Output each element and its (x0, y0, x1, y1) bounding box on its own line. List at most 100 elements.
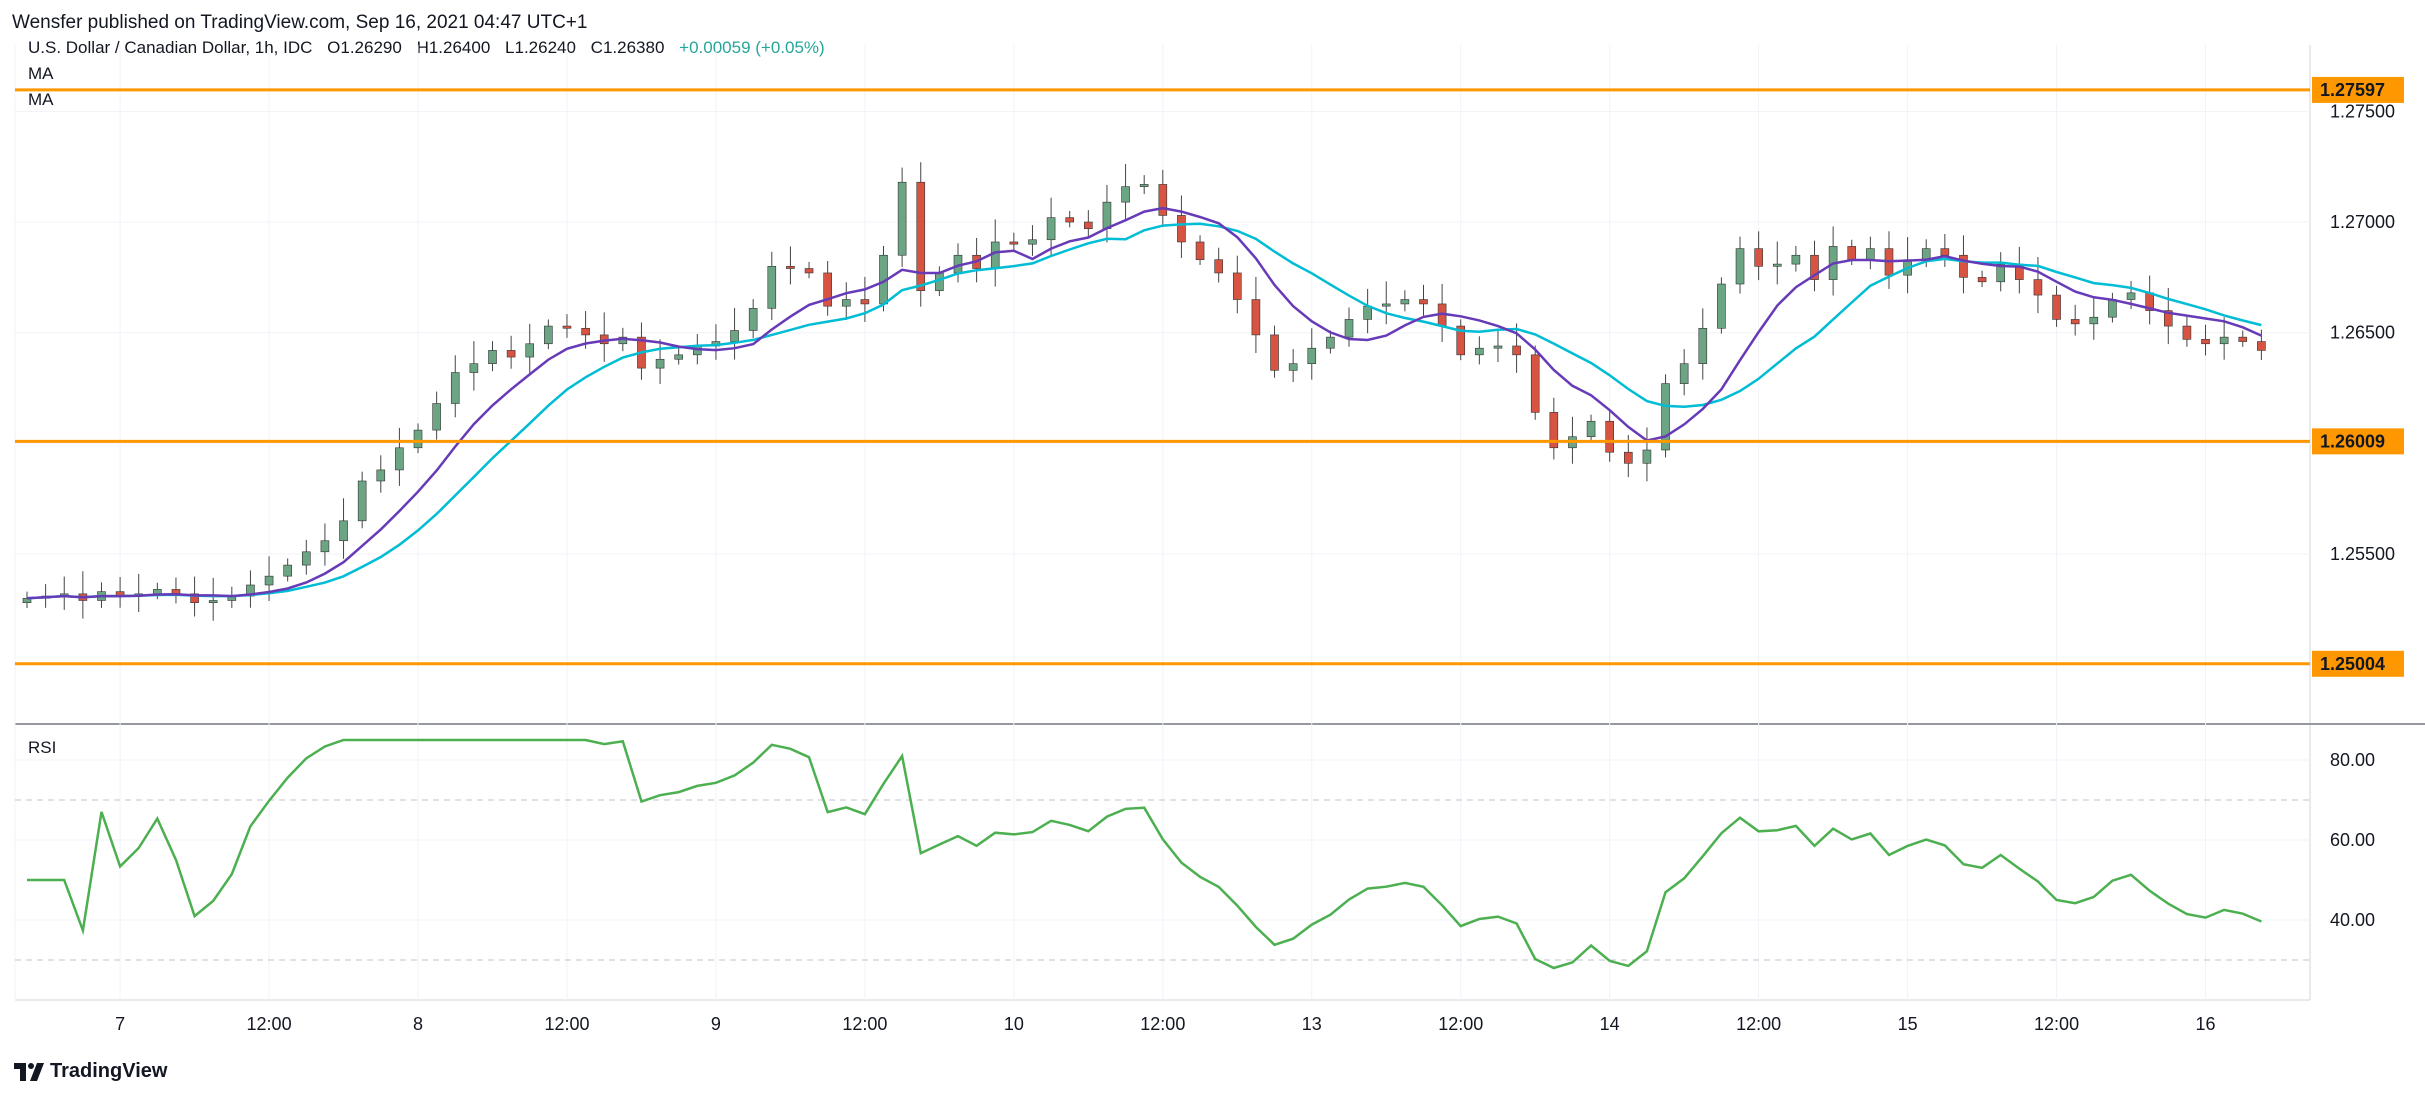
candle-body (1046, 217, 1056, 241)
candle-body (357, 480, 367, 522)
candle-body (1214, 259, 1223, 274)
candle-body (525, 343, 535, 358)
candle-body (990, 241, 1000, 269)
candle-body (376, 469, 386, 482)
candle-body (1456, 325, 1466, 356)
candle-body (544, 325, 553, 345)
level-label: 1.26009 (2320, 431, 2385, 451)
x-tick-label: 8 (413, 1014, 423, 1034)
candle-body (1791, 254, 1801, 265)
candle-body (1512, 345, 1521, 356)
candle-body (1288, 363, 1298, 371)
candle-body (1642, 449, 1652, 464)
x-tick-label: 12:00 (842, 1014, 887, 1034)
candle-body (786, 266, 795, 269)
rsi-tick-label: 80.00 (2330, 750, 2375, 770)
candle-body (488, 350, 497, 364)
candle-body (1959, 254, 1968, 278)
candle-body (1326, 336, 1335, 349)
candle-body (1251, 299, 1261, 336)
tradingview-brand: TradingView (50, 1060, 168, 1082)
candle-body (562, 325, 572, 329)
candle-body (2163, 310, 2173, 327)
candle-body (1475, 347, 1484, 356)
candle-body (1307, 347, 1317, 364)
candle-body (339, 520, 348, 542)
candle-body (2108, 299, 2117, 318)
candle-body (264, 575, 274, 586)
candle-body (1195, 241, 1205, 260)
candle-body (506, 350, 516, 358)
candle-body (1717, 283, 1726, 329)
candle-body (1232, 272, 1242, 300)
candle-body (190, 593, 199, 604)
x-tick-label: 12:00 (1140, 1014, 1185, 1034)
candle-body (1605, 420, 1614, 453)
x-tick-label: 16 (2196, 1014, 2216, 1034)
candle-body (1139, 184, 1149, 187)
tradingview-footer[interactable]: TradingView (14, 1060, 167, 1083)
candle-body (1698, 327, 1708, 364)
candle-body (1586, 420, 1596, 438)
x-tick-label: 7 (115, 1014, 125, 1034)
ohlc-high: H1.26400 (416, 38, 491, 57)
candle-body (1754, 248, 1763, 267)
candle-body (1400, 299, 1410, 305)
candle-body (2033, 279, 2043, 296)
level-label: 1.27597 (2320, 80, 2385, 100)
candle-body (730, 330, 739, 342)
candle-body (1940, 248, 1950, 256)
x-tick-label: 13 (1302, 1014, 1322, 1034)
ohlc-close: C1.26380 (590, 38, 665, 57)
x-tick-label: 12:00 (1438, 1014, 1483, 1034)
ma-legend-1[interactable]: MA (28, 64, 54, 83)
candle-body (1866, 248, 1875, 260)
candle-body (1009, 241, 1019, 245)
x-tick-label: 10 (1004, 1014, 1024, 1034)
candle-body (283, 564, 292, 577)
candle-body (1121, 186, 1130, 203)
candle-body (1177, 215, 1186, 243)
x-tick-label: 12:00 (544, 1014, 589, 1034)
level-label: 1.25004 (2320, 654, 2385, 674)
candle-body (432, 403, 441, 431)
x-tick-label: 12:00 (1736, 1014, 1781, 1034)
candle-body (1530, 354, 1540, 413)
rsi-line (27, 738, 2262, 970)
candle-body (1270, 334, 1279, 371)
candle-body (1028, 239, 1037, 245)
candle-body (897, 181, 907, 256)
candle-body (1810, 254, 1819, 280)
candle-body (1158, 184, 1168, 216)
candle-body (1977, 277, 1987, 283)
level-label-bg (2312, 428, 2404, 455)
candle-body (860, 299, 870, 305)
ma-slow-line (26, 222, 2262, 600)
candle-body (1772, 263, 1782, 267)
candle-body (581, 327, 590, 336)
candle-body (1679, 363, 1689, 384)
price-tick-label: 1.27000 (2330, 212, 2395, 232)
tradingview-logo-icon (14, 1062, 44, 1081)
rsi-tick-label: 60.00 (2330, 830, 2375, 850)
level-label-bg (2312, 76, 2404, 103)
candle-body (1065, 217, 1075, 223)
price-tick-label: 1.26500 (2330, 323, 2395, 343)
candle-body (450, 372, 460, 404)
price-tick-label: 1.25500 (2330, 544, 2395, 564)
candle-body (655, 358, 665, 369)
candle-body (1381, 303, 1391, 307)
candle-body (301, 551, 311, 566)
candle-body (1493, 345, 1503, 349)
rsi-label: RSI (28, 738, 57, 757)
ma-legend-2[interactable]: MA (28, 90, 54, 109)
level-label-bg (2312, 650, 2404, 677)
ohlc-low: L1.26240 (505, 38, 576, 57)
candle-body (1624, 451, 1633, 464)
candle-body (2219, 336, 2229, 345)
candle-body (841, 299, 851, 307)
candle-body (2257, 341, 2266, 351)
candle-body (674, 354, 683, 360)
candle-body (2070, 319, 2080, 325)
